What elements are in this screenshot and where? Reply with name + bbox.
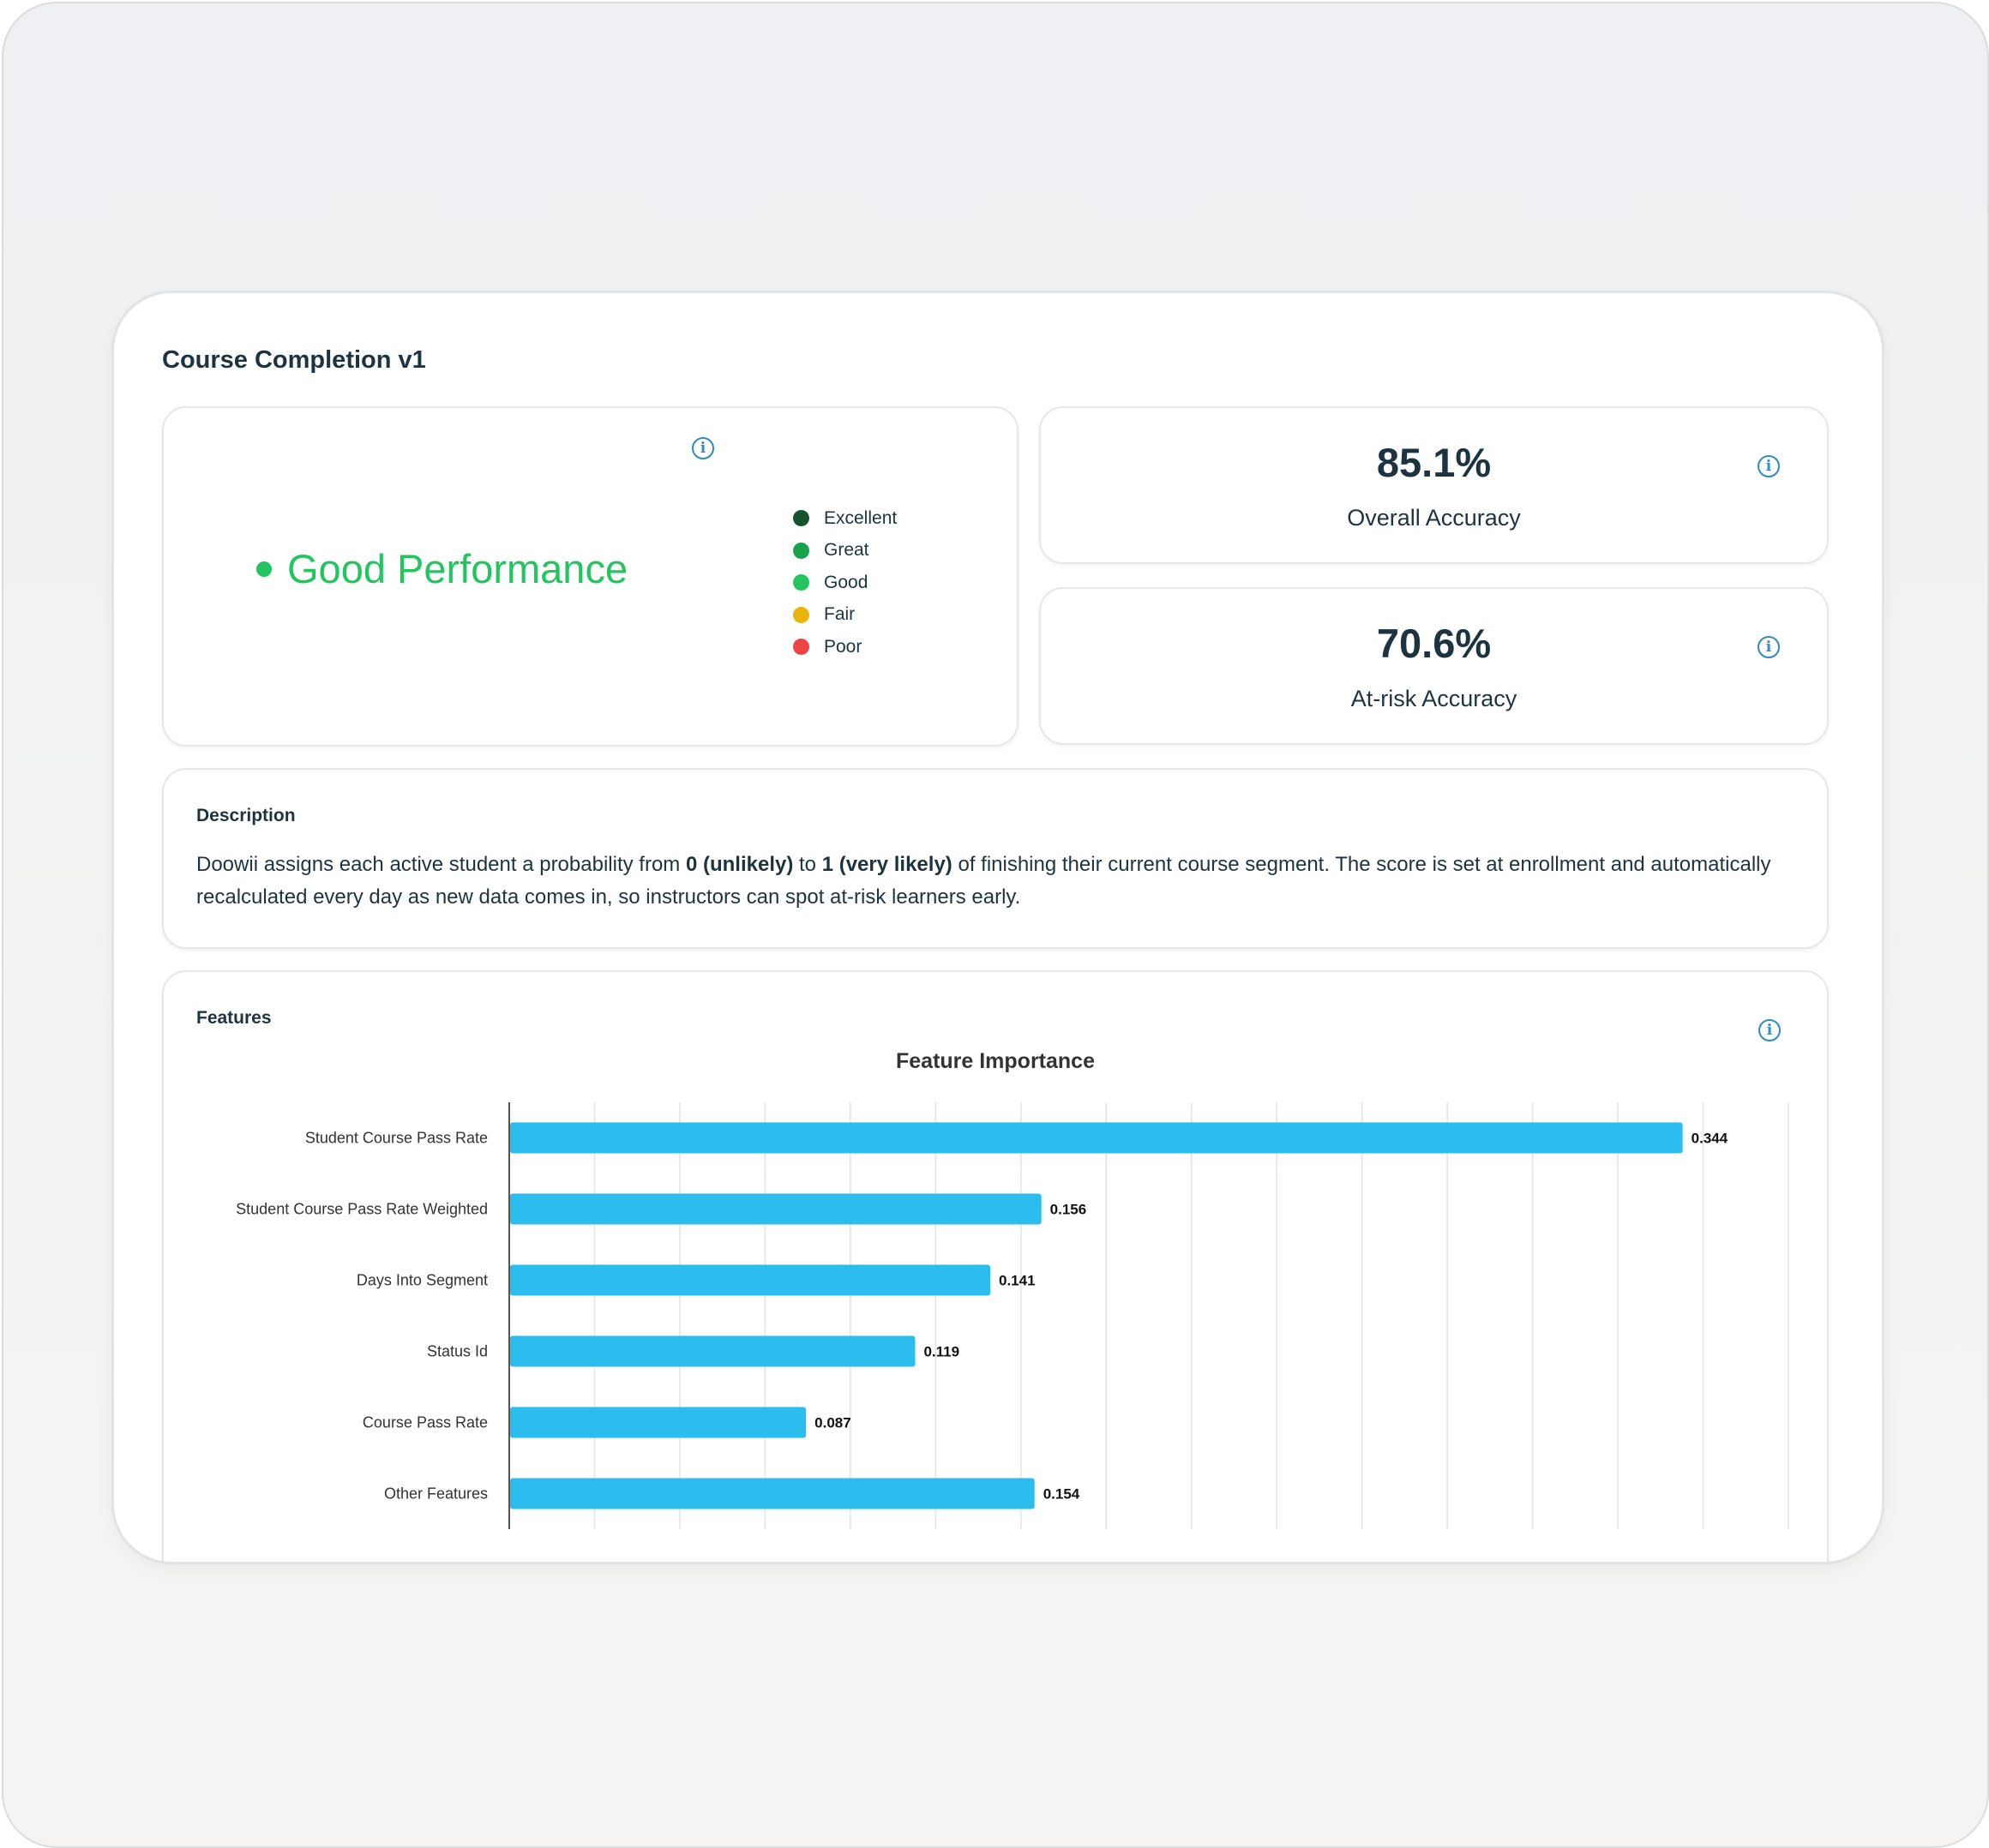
legend-dot (793, 510, 809, 527)
model-card: Course Completion v1 i Good Performance … (111, 291, 1884, 1564)
legend-label: Fair (824, 604, 856, 625)
overall-accuracy-panel: 85.1% Overall Accuracy i (1039, 406, 1829, 564)
legend-label: Great (824, 540, 869, 561)
bar-value-label: 0.344 (1692, 1131, 1728, 1147)
overall-accuracy-label: Overall Accuracy (1347, 505, 1521, 531)
bar (510, 1478, 1035, 1509)
description-heading: Description (196, 806, 296, 825)
description-text-part: Doowii assigns each active student a pro… (196, 853, 686, 876)
description-panel: Description Doowii assigns each active s… (162, 768, 1829, 949)
at-risk-accuracy-panel: 70.6% At-risk Accuracy i (1039, 587, 1829, 745)
legend-item: Good (793, 567, 897, 599)
legend-item: Fair (793, 599, 897, 632)
category-label: Other Features (384, 1485, 488, 1503)
performance-panel: i Good Performance Excellent Great Good Fai… (162, 406, 1019, 747)
at-risk-accuracy-value: 70.6% (1376, 621, 1492, 666)
legend-item: Excellent (793, 502, 897, 535)
category-label: Student Course Pass Rate (305, 1130, 488, 1147)
bar-value-label: 0.141 (999, 1273, 1036, 1289)
category-label: Student Course Pass Rate Weighted (236, 1201, 488, 1218)
category-label: Course Pass Rate (363, 1414, 488, 1431)
chart-title: Feature Importance (895, 1049, 1095, 1073)
bar-value-label: 0.156 (1050, 1202, 1087, 1218)
legend-item: Great (793, 535, 897, 567)
description-bold-part: 0 (unlikely) (685, 853, 794, 876)
bar-value-label: 0.087 (814, 1415, 851, 1431)
bar (510, 1122, 1683, 1154)
page-title: Course Completion v1 (162, 346, 426, 374)
info-icon[interactable]: i (1758, 636, 1780, 658)
performance-status-label: Good Performance (287, 546, 628, 591)
legend-label: Poor (824, 636, 862, 657)
overall-accuracy-value: 85.1% (1376, 440, 1492, 485)
features-panel: Features i Feature Importance 0 0.025 0.05… (162, 970, 1829, 1562)
legend-dot (793, 574, 809, 591)
legend-label: Excellent (824, 507, 898, 528)
legend-label: Good (824, 572, 868, 592)
bar-value-label: 0.119 (923, 1344, 959, 1360)
bar (510, 1193, 1042, 1225)
performance-status: Good Performance (256, 545, 628, 592)
description-text-part: to (793, 853, 822, 876)
info-icon[interactable]: i (1758, 455, 1780, 477)
bar (510, 1407, 807, 1438)
category-label: Days Into Segment (357, 1272, 488, 1289)
at-risk-accuracy-label: At-risk Accuracy (1350, 686, 1517, 711)
status-dot (256, 561, 272, 577)
legend-dot (793, 639, 809, 656)
description-text-part: of finishing their current course segmen… (196, 853, 1771, 909)
info-icon[interactable]: i (1758, 1019, 1781, 1041)
feature-importance-chart: 0 0.025 0.05 0.075 0.1 0.125 0.15 0.175 0.2 0.225… (236, 1102, 1789, 1529)
bar (510, 1264, 990, 1296)
legend-dot (793, 542, 809, 559)
performance-legend: Excellent Great Good Fair Poor (793, 502, 897, 663)
info-icon[interactable]: i (692, 437, 714, 459)
category-label: Status Id (427, 1343, 488, 1360)
legend-dot (793, 606, 809, 623)
bar (510, 1335, 916, 1367)
description-text: Doowii assigns each active student a pro… (196, 849, 1791, 914)
features-heading: Features (196, 1008, 272, 1028)
description-bold-part: 1 (very likely) (821, 853, 952, 876)
bar-value-label: 0.154 (1043, 1486, 1080, 1503)
legend-item: Poor (793, 631, 897, 663)
